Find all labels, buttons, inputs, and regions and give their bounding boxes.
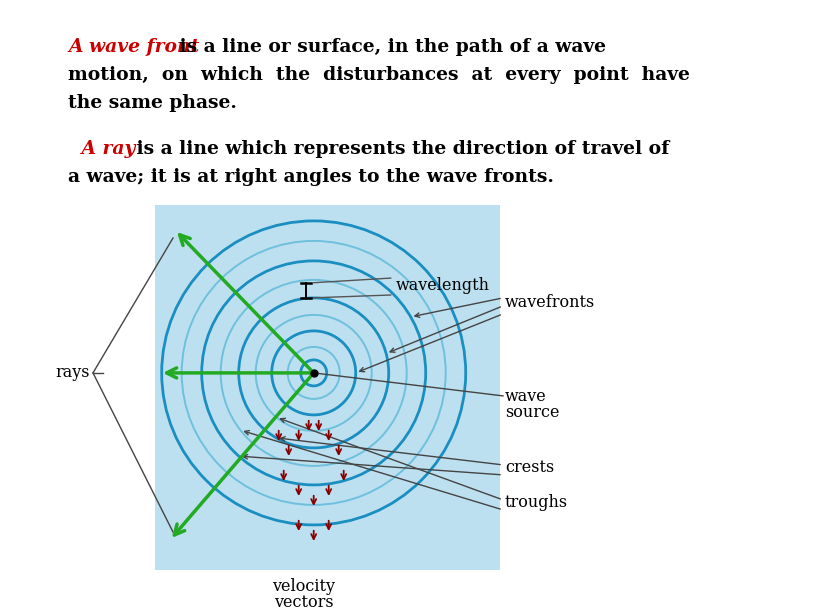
Bar (155, 205, 500, 570)
Text: is a line which represents the direction of travel of: is a line which represents the direction… (130, 140, 669, 158)
Text: the same phase.: the same phase. (68, 94, 237, 112)
Text: troughs: troughs (505, 495, 568, 511)
Text: vectors: vectors (274, 594, 334, 611)
Text: source: source (505, 404, 560, 421)
Text: A ray: A ray (75, 140, 135, 158)
Text: velocity: velocity (273, 578, 335, 595)
Text: wave: wave (505, 388, 547, 405)
Text: motion,  on  which  the  disturbances  at  every  point  have: motion, on which the disturbances at eve… (68, 66, 690, 84)
Text: a wave; it is at right angles to the wave fronts.: a wave; it is at right angles to the wav… (68, 168, 554, 186)
Text: A wave front: A wave front (68, 38, 199, 56)
Text: crests: crests (505, 459, 554, 476)
Text: wavefronts: wavefronts (505, 294, 595, 311)
Text: rays: rays (55, 364, 90, 381)
Text: wavelength: wavelength (396, 278, 490, 294)
Text: is a line or surface, in the path of a wave: is a line or surface, in the path of a w… (173, 38, 606, 56)
